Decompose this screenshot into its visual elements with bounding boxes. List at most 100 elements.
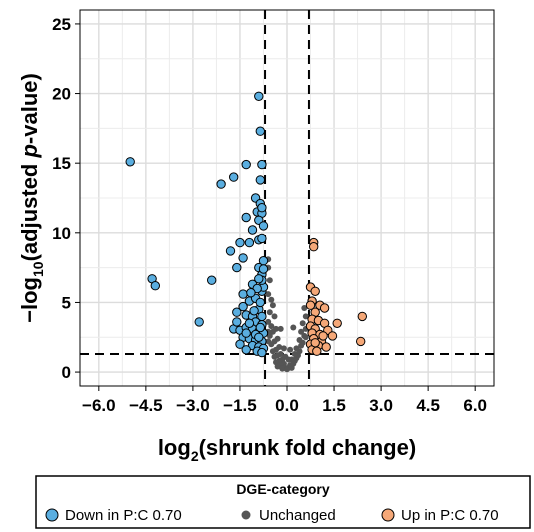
point-unchanged	[301, 305, 308, 311]
point-up	[318, 331, 328, 341]
x-tick-label: −6.0	[82, 396, 116, 415]
point-unchanged	[269, 328, 276, 335]
point-down	[258, 264, 269, 274]
point-down	[229, 172, 239, 182]
point-down	[254, 332, 264, 342]
y-axis-title-post: -value)	[17, 73, 42, 144]
point-unchanged	[266, 277, 273, 284]
point-up	[319, 303, 330, 313]
point-unchanged	[265, 338, 272, 345]
point-down	[125, 157, 135, 167]
point-unchanged	[269, 348, 276, 355]
y-tick-label: 15	[52, 154, 71, 173]
point-unchanged	[280, 345, 287, 352]
point-up	[312, 346, 322, 356]
point-down	[255, 322, 265, 333]
point-down	[241, 345, 251, 355]
point-unchanged	[277, 325, 284, 332]
x-axis-title-base: log	[158, 435, 191, 460]
point-down	[255, 126, 265, 136]
point-down	[257, 203, 267, 213]
point-down	[150, 281, 161, 291]
point-up	[310, 286, 320, 296]
legend-swatch-down	[45, 508, 59, 522]
point-unchanged	[285, 356, 292, 363]
point-down	[258, 221, 269, 231]
point-unchanged	[268, 323, 275, 330]
point-unchanged	[302, 334, 309, 341]
x-axis-title-sub: 2	[191, 448, 199, 464]
point-down	[238, 253, 248, 263]
point-down	[216, 179, 226, 189]
point-down	[244, 318, 255, 328]
x-tick-label: 6.0	[463, 396, 487, 415]
point-down	[257, 347, 267, 358]
point-unchanged	[291, 351, 298, 357]
point-down	[232, 307, 242, 317]
point-down	[232, 262, 242, 273]
x-tick-label: −4.5	[129, 396, 163, 415]
x-axis-ticks: −6.0 −4.5 −3.0 −1.5 0.0 1.5 3.0 4.5 6.0	[82, 386, 487, 415]
y-tick-label: 20	[52, 85, 71, 104]
legend: DGE-category Down in P:C 0.70 Unchanged …	[35, 475, 531, 529]
point-unchanged	[271, 313, 278, 320]
point-up	[310, 338, 320, 348]
legend-swatch-up	[381, 508, 395, 522]
x-tick-label: 4.5	[416, 396, 440, 415]
legend-label-up: Up in P:C 0.70	[401, 507, 499, 524]
point-down	[255, 297, 265, 308]
point-unchanged	[279, 365, 286, 372]
point-down	[235, 339, 245, 349]
x-tick-label: −3.0	[176, 396, 210, 415]
point-down	[238, 301, 248, 312]
y-tick-label: 25	[52, 15, 71, 34]
point-unchanged	[298, 328, 305, 335]
legend-title: DGE-category	[236, 481, 330, 497]
point-down	[255, 175, 265, 185]
point-unchanged	[271, 353, 278, 360]
x-tick-label: −1.5	[223, 396, 257, 415]
point-unchanged	[293, 345, 300, 352]
point-unchanged	[287, 346, 294, 353]
point-up	[332, 318, 342, 328]
y-axis-title-italic: p	[17, 144, 42, 158]
y-tick-label: 5	[62, 293, 71, 312]
point-down	[247, 225, 258, 235]
point-down	[194, 317, 204, 327]
point-unchanged	[266, 309, 273, 316]
point-up	[357, 311, 367, 322]
point-unchanged	[265, 291, 272, 298]
point-up	[305, 300, 316, 310]
legend-label-unchanged: Unchanged	[259, 507, 336, 524]
y-axis-title-mid: (adjusted	[17, 158, 42, 262]
y-axis-ticks: 0 5 10 15 20 25	[52, 15, 80, 382]
x-axis-title-rest: (shrunk fold change)	[199, 435, 417, 460]
legend-swatch-unchanged	[241, 510, 251, 520]
point-unchanged	[268, 296, 275, 303]
point-down	[254, 274, 264, 284]
y-tick-label: 0	[62, 363, 71, 382]
point-unchanged	[296, 337, 303, 343]
point-unchanged	[302, 313, 309, 320]
point-down	[225, 246, 236, 256]
point-unchanged	[299, 320, 306, 327]
point-down	[257, 159, 267, 170]
point-down	[241, 159, 251, 170]
y-tick-label: 10	[52, 224, 71, 243]
point-down	[207, 275, 217, 285]
point-down	[241, 212, 251, 223]
legend-label-down: Down in P:C 0.70	[65, 507, 182, 524]
point-unchanged	[274, 363, 281, 370]
point-up	[321, 342, 331, 352]
point-down	[244, 237, 255, 248]
y-axis-title: −log10(adjusted p-value)	[17, 73, 46, 323]
point-unchanged	[265, 318, 272, 325]
point-down	[232, 317, 242, 327]
point-down	[238, 289, 248, 299]
point-down	[249, 306, 259, 316]
point-unchanged	[290, 324, 297, 331]
threshold-lines	[80, 10, 494, 386]
data-points	[125, 91, 367, 373]
point-down	[246, 288, 256, 298]
